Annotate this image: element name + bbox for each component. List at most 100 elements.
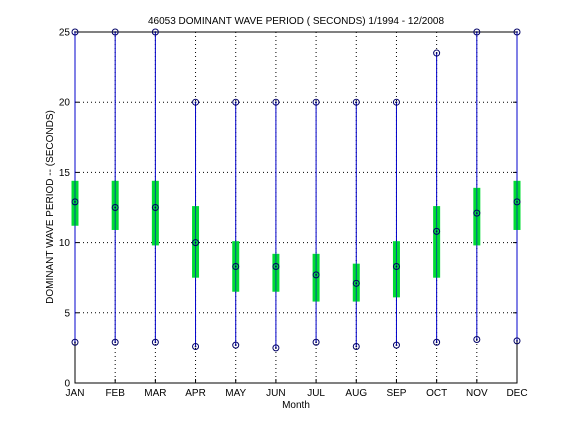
median-marker-jun xyxy=(272,262,280,270)
x-tick-label-mar: MAR xyxy=(144,388,166,399)
median-marker-apr xyxy=(192,239,200,247)
median-marker-nov xyxy=(473,209,481,217)
min-marker-dot-jul xyxy=(315,341,317,344)
median-marker-jul xyxy=(312,271,320,279)
x-tick-label-oct: OCT xyxy=(426,388,447,399)
box-feb xyxy=(111,28,119,346)
max-marker-may xyxy=(232,98,240,106)
box-mar xyxy=(151,28,159,346)
box-apr xyxy=(192,98,200,350)
max-marker-jan xyxy=(71,28,79,36)
median-marker-oct xyxy=(433,227,441,235)
min-marker-dot-jan xyxy=(74,341,76,344)
median-marker-dot-oct xyxy=(435,230,438,233)
median-marker-sep xyxy=(392,262,400,270)
y-axis-ticks: 0 5 10 15 20 25 xyxy=(59,28,517,390)
x-tick-label-jul: JUL xyxy=(307,388,325,399)
box-nov xyxy=(473,28,481,343)
x-tick-label-feb: FEB xyxy=(105,388,125,399)
min-marker-dot-mar xyxy=(154,341,157,344)
box-oct xyxy=(433,49,441,346)
min-marker-nov xyxy=(473,335,481,343)
median-marker-dot-dec xyxy=(516,200,518,203)
y-tick-label-20: 20 xyxy=(59,98,71,109)
box-sep xyxy=(392,98,400,349)
max-marker-jul xyxy=(312,98,320,106)
x-tick-label-sep: SEP xyxy=(386,388,406,399)
median-marker-may xyxy=(232,262,240,270)
max-marker-dot-sep xyxy=(395,101,398,104)
max-marker-nov xyxy=(473,28,481,36)
median-marker-mar xyxy=(151,204,159,211)
grid-layer xyxy=(75,32,517,383)
y-tick-label-15: 15 xyxy=(59,168,71,179)
median-marker-dot-nov xyxy=(475,212,478,215)
max-marker-jun xyxy=(272,98,280,106)
plot-area-frame xyxy=(74,31,518,384)
max-marker-sep xyxy=(392,98,400,106)
max-marker-dot-apr xyxy=(194,101,197,104)
min-marker-dot-may xyxy=(234,344,237,346)
max-marker-dot-may xyxy=(234,101,237,104)
max-marker-dot-oct xyxy=(435,52,438,54)
min-marker-dot-apr xyxy=(194,345,197,348)
box-series-layer xyxy=(71,28,521,352)
median-marker-dot-jun xyxy=(275,265,277,268)
y-tick-label-10: 10 xyxy=(59,238,71,249)
max-marker-apr xyxy=(192,98,200,106)
max-marker-dot-nov xyxy=(475,31,478,33)
max-marker-dot-jun xyxy=(275,101,277,104)
y-axis-label: DOMINANT WAVE PERIOD -- (SECONDS) xyxy=(45,110,56,304)
x-tick-label-nov: NOV xyxy=(466,388,488,399)
x-tick-label-jan: JAN xyxy=(66,388,85,399)
median-marker-dot-jul xyxy=(315,273,317,276)
min-marker-jun xyxy=(272,344,280,352)
median-marker-dot-feb xyxy=(114,206,117,209)
max-marker-dot-jul xyxy=(315,101,317,104)
min-marker-aug xyxy=(352,342,360,350)
min-marker-jan xyxy=(71,338,79,346)
min-marker-oct xyxy=(433,338,441,346)
box-may xyxy=(232,98,240,349)
x-tick-label-dec: DEC xyxy=(506,388,527,399)
median-marker-dec xyxy=(513,198,521,206)
min-marker-dot-feb xyxy=(114,341,117,344)
x-tick-label-aug: AUG xyxy=(345,388,367,399)
median-marker-dot-may xyxy=(234,265,237,268)
y-tick-label-5: 5 xyxy=(64,308,70,319)
min-marker-dec xyxy=(513,337,521,345)
min-marker-apr xyxy=(192,342,200,350)
min-marker-feb xyxy=(111,338,119,346)
median-marker-dot-jan xyxy=(74,200,76,203)
max-marker-feb xyxy=(111,28,119,36)
min-marker-dot-aug xyxy=(355,345,358,348)
max-marker-dec xyxy=(513,28,521,36)
max-marker-oct xyxy=(433,49,441,57)
max-marker-dot-jan xyxy=(74,31,76,33)
max-marker-mar xyxy=(151,28,159,36)
min-marker-jul xyxy=(312,338,320,346)
min-marker-dot-jun xyxy=(275,347,277,349)
median-marker-dot-aug xyxy=(355,282,358,285)
median-marker-dot-apr xyxy=(194,241,197,244)
median-marker-aug xyxy=(352,279,360,287)
median-marker-feb xyxy=(111,204,119,211)
min-marker-dot-dec xyxy=(516,339,518,342)
min-marker-dot-nov xyxy=(475,338,478,341)
x-axis-label: Month xyxy=(282,400,310,411)
min-marker-may xyxy=(232,341,240,349)
box-jun xyxy=(272,98,280,352)
x-axis-ticks: JAN FEB MAR APR MAY JUN JUL AUG SEP OCT NOV DEC xyxy=(66,379,528,399)
y-tick-label-0: 0 xyxy=(64,379,70,390)
max-marker-dot-mar xyxy=(154,31,157,33)
max-marker-aug xyxy=(352,98,360,106)
max-marker-dot-feb xyxy=(114,31,117,33)
min-marker-dot-sep xyxy=(395,344,398,346)
median-marker-dot-sep xyxy=(395,265,398,268)
min-marker-mar xyxy=(151,338,159,346)
box-dec xyxy=(513,28,521,345)
box-jan xyxy=(71,28,79,346)
y-tick-label-25: 25 xyxy=(59,28,71,39)
